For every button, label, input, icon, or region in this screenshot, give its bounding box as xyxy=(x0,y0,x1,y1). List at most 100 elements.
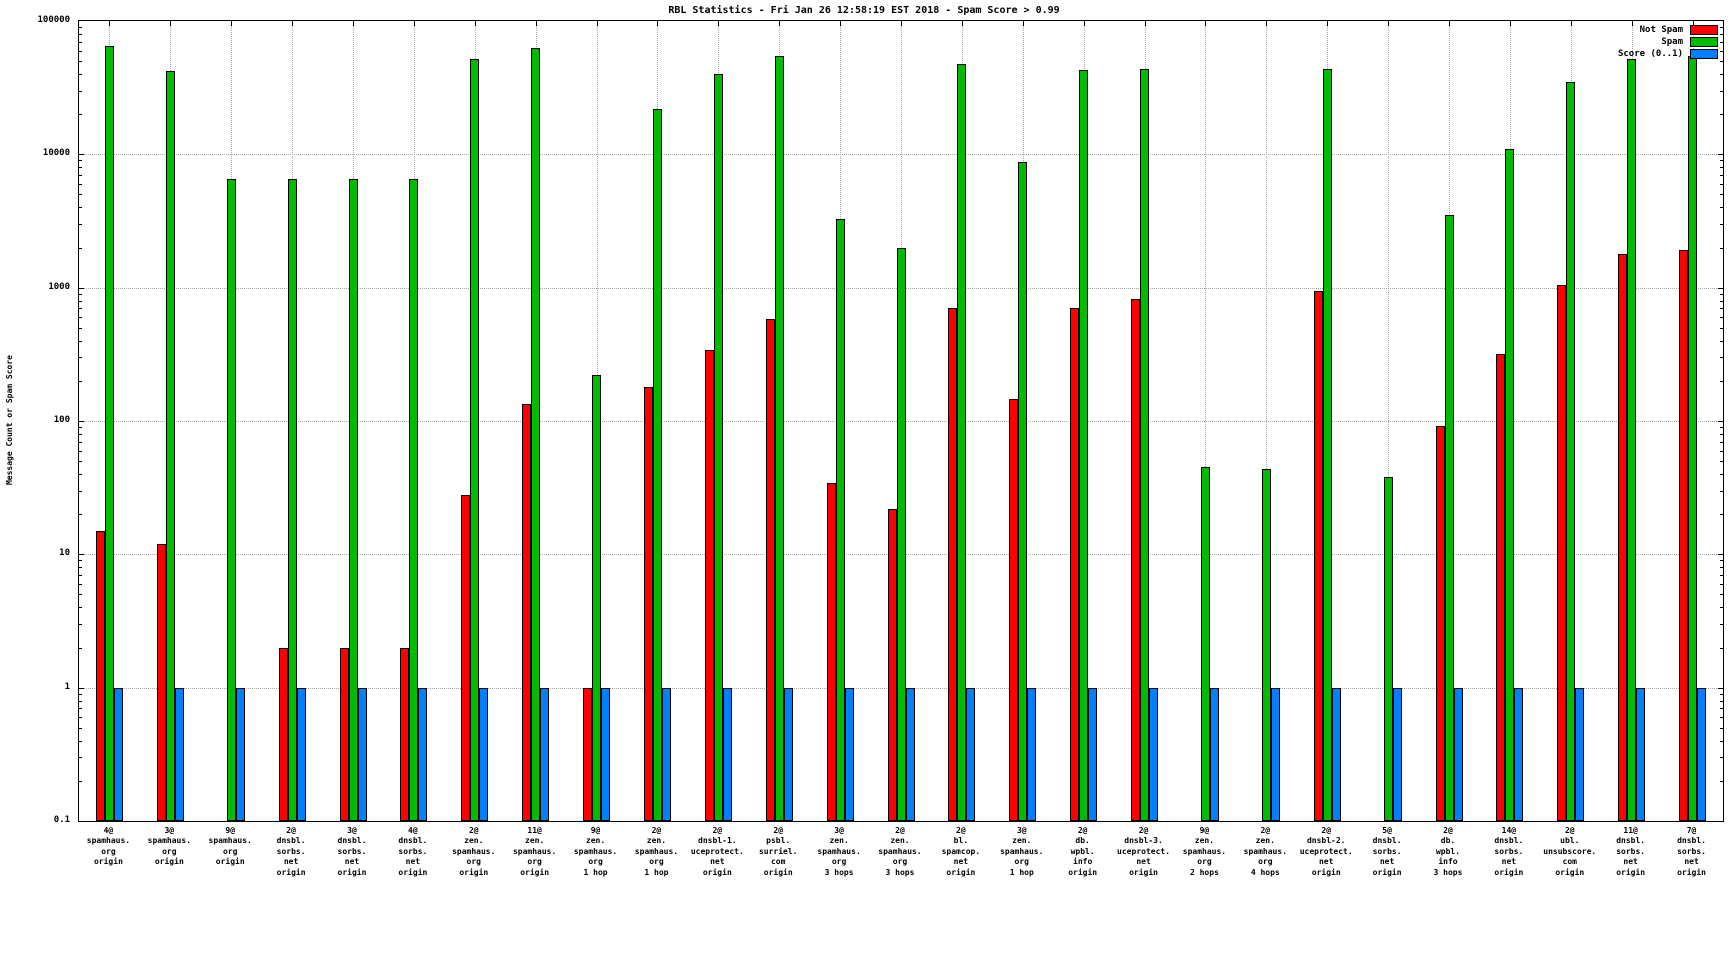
x-major-tick xyxy=(1631,21,1633,26)
bar-spam xyxy=(774,56,784,821)
bar-not-spam xyxy=(887,509,897,821)
v-gridline xyxy=(1266,21,1268,821)
y-minor-tick xyxy=(79,780,82,782)
bar-not-spam xyxy=(1313,291,1323,821)
bar-spam xyxy=(348,179,358,821)
bar-score-0-1- xyxy=(1697,688,1707,821)
y-minor-tick xyxy=(79,560,82,562)
y-minor-tick xyxy=(79,693,82,695)
bar-score-0-1- xyxy=(357,688,367,821)
y-minor-tick xyxy=(79,700,82,702)
bar-score-0-1- xyxy=(1331,688,1341,821)
y-minor-tick xyxy=(79,708,82,710)
y-minor-tick xyxy=(1720,717,1723,719)
y-minor-tick xyxy=(79,61,82,63)
x-tick-label: 11@ zen. spamhaus. org origin xyxy=(512,826,557,877)
bar-score-0-1- xyxy=(1514,688,1524,821)
y-minor-tick xyxy=(1720,441,1723,443)
y-minor-tick xyxy=(79,308,82,310)
y-major-tick xyxy=(1718,287,1723,289)
x-major-tick xyxy=(718,21,720,26)
legend-swatch xyxy=(1690,25,1718,35)
y-minor-tick xyxy=(1720,780,1723,782)
y-minor-tick xyxy=(1720,727,1723,729)
bar-spam xyxy=(1140,69,1150,821)
y-major-tick xyxy=(79,287,84,289)
y-minor-tick xyxy=(1720,474,1723,476)
y-minor-tick xyxy=(79,583,82,585)
bar-spam xyxy=(652,109,662,821)
x-tick-label: 2@ dnsbl-3. uceprotect. net origin xyxy=(1117,826,1171,877)
y-minor-tick xyxy=(79,380,82,382)
bar-not-spam xyxy=(1679,250,1689,821)
x-tick-label: 3@ dnsbl. sorbs. net origin xyxy=(337,826,367,877)
y-minor-tick xyxy=(79,450,82,452)
y-minor-tick xyxy=(1720,27,1723,29)
bar-not-spam xyxy=(826,483,836,821)
y-minor-tick xyxy=(1720,560,1723,562)
x-tick-label: 14@ dnsbl. sorbs. net origin xyxy=(1494,826,1524,877)
y-minor-tick xyxy=(79,433,82,435)
x-major-tick xyxy=(1327,21,1329,26)
legend-item: Score (0..1) xyxy=(1618,49,1718,59)
y-minor-tick xyxy=(1720,41,1723,43)
y-minor-tick xyxy=(79,490,82,492)
bar-score-0-1- xyxy=(1027,688,1037,821)
x-tick-label: 5@ dnsbl. sorbs. net origin xyxy=(1372,826,1402,877)
x-tick-label: 4@ spamhaus. org origin xyxy=(86,826,131,867)
bar-not-spam xyxy=(278,648,288,821)
x-tick-label: 2@ db. wpbl. info 3 hops xyxy=(1433,826,1463,877)
y-minor-tick xyxy=(1720,583,1723,585)
bar-score-0-1- xyxy=(1392,688,1402,821)
y-minor-tick xyxy=(79,474,82,476)
y-minor-tick xyxy=(79,41,82,43)
y-minor-tick xyxy=(1720,574,1723,576)
bar-score-0-1- xyxy=(844,688,854,821)
y-minor-tick xyxy=(79,624,82,626)
y-minor-tick xyxy=(1720,427,1723,429)
x-major-tick xyxy=(1449,21,1450,26)
y-tick-label: 0.1 xyxy=(53,815,70,825)
x-major-tick xyxy=(1022,21,1024,26)
y-minor-tick xyxy=(1720,607,1723,609)
y-minor-tick xyxy=(1720,461,1723,463)
y-minor-tick xyxy=(79,50,82,52)
y-minor-tick xyxy=(1720,293,1723,295)
bar-not-spam xyxy=(1618,254,1628,821)
y-major-tick xyxy=(79,687,84,689)
bar-spam xyxy=(1383,477,1393,821)
y-major-tick xyxy=(79,554,84,556)
y-minor-tick xyxy=(79,727,82,729)
x-major-tick xyxy=(1083,21,1085,26)
x-tick-label: 2@ zen. spamhaus. org 3 hops xyxy=(878,826,922,877)
y-minor-tick xyxy=(1720,514,1723,516)
bar-score-0-1- xyxy=(540,688,550,821)
legend-label: Spam xyxy=(1661,37,1683,47)
x-major-tick xyxy=(1692,21,1694,26)
y-axis-ticks: 0.1 1 10 100 1000 10000 100000 xyxy=(0,0,74,972)
y-tick-label: 100000 xyxy=(37,15,70,25)
x-tick-label: 7@ dnsbl. sorbs. net origin xyxy=(1677,826,1706,877)
y-minor-tick xyxy=(1720,327,1723,329)
y-major-tick xyxy=(1718,421,1723,422)
y-minor-tick xyxy=(1720,174,1723,176)
y-major-tick xyxy=(79,154,84,156)
y-minor-tick xyxy=(1720,594,1723,596)
bar-not-spam xyxy=(400,648,410,821)
y-minor-tick xyxy=(1720,224,1723,226)
y-minor-tick xyxy=(79,90,82,92)
x-major-tick xyxy=(1388,21,1390,26)
x-tick-label: 2@ zen. spamhaus. org 1 hop xyxy=(634,826,679,877)
x-tick-label: 2@ ubl. unsubscore. com origin xyxy=(1543,826,1597,877)
bar-score-0-1- xyxy=(966,688,976,821)
bar-score-0-1- xyxy=(1575,688,1585,821)
bar-spam xyxy=(896,248,906,821)
legend-item: Spam xyxy=(1661,37,1718,47)
x-tick-label: 9@ spamhaus. org origin xyxy=(208,826,252,867)
bar-score-0-1- xyxy=(1088,688,1098,821)
bar-score-0-1- xyxy=(418,688,428,821)
bar-score-0-1- xyxy=(722,688,732,821)
y-major-tick xyxy=(1718,554,1723,556)
bar-score-0-1- xyxy=(601,688,611,821)
